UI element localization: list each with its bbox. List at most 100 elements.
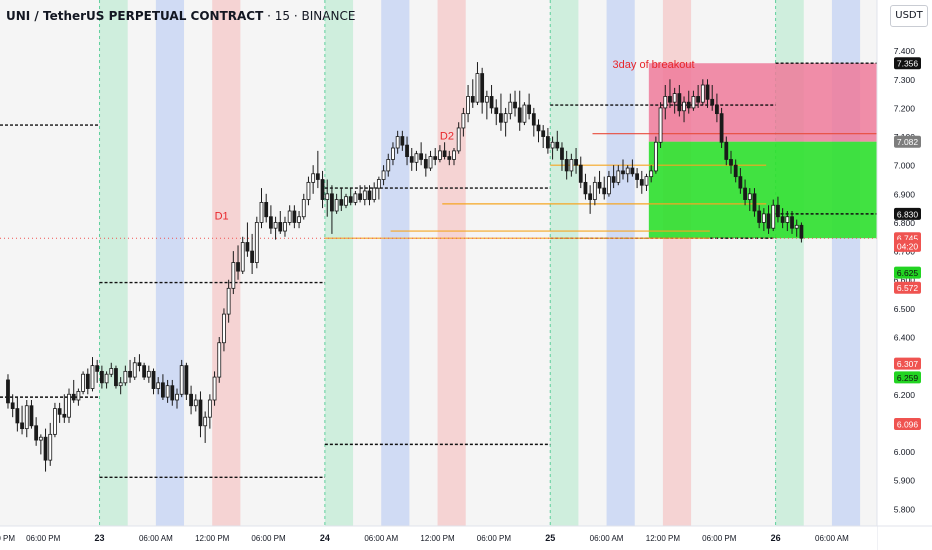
candle-body [372,187,377,200]
price-badge [894,57,921,70]
price-badge [894,357,921,370]
candle-body [423,159,428,169]
price-tick-label: 7.200 [894,103,916,113]
candle-body [663,96,668,109]
candle-body [527,104,532,115]
candle-body [743,187,747,200]
time-tick-label: 06:00 PM [26,534,61,543]
range-levels [0,62,877,479]
candle-body [34,425,39,441]
chart-annotation: D2 [440,130,454,142]
chart-annotation: 3day of breakout [613,59,695,71]
candles [6,62,804,472]
candle-body [470,96,475,103]
candle-body [447,156,452,160]
candle-body [123,370,128,384]
candle-body [494,107,499,115]
price-badge [894,266,921,279]
candle-body [630,167,635,175]
candle-body [611,176,616,183]
candle-body [489,96,494,109]
candle-body [109,368,114,375]
time-axis: 0 PM 06:00 PM 23 06:00 AM 12:00 PM 06:00 PM 24… [0,525,932,550]
candle-body [118,382,123,387]
green-session-band [99,0,128,526]
green-session-band [550,0,579,526]
candle-body [569,159,574,172]
red-session-band [212,0,241,526]
green-zone [648,141,877,239]
candle-body [522,104,527,123]
candle-body [761,213,766,223]
candle-body [283,222,287,232]
candle-body [696,96,701,103]
price-badge-label: 6.259 [897,373,919,383]
candle-body [203,416,208,427]
price-badge-label: 6.096 [897,420,919,430]
candle-body [315,173,320,180]
candle-body [306,181,311,200]
candle-body [658,107,663,143]
candle-body [771,204,776,229]
candle-body [790,216,794,229]
green-session-band [324,0,354,526]
time-tick-label: 06:00 PM [251,534,286,543]
price-tick-label: 6.500 [894,304,916,314]
candle-body [503,113,508,123]
candle-body [114,368,118,387]
candle-body [588,193,593,200]
candle-body [250,250,255,263]
candle-body [254,222,259,263]
blue-session-band [155,0,185,526]
candle-body [81,373,85,392]
candle-body [85,373,90,389]
candle-body [358,193,362,200]
session-bands [99,0,917,526]
candle-body [752,193,757,212]
currency-button[interactable]: USDT [890,5,928,27]
candle-body [738,176,743,189]
price-badge-label: 6.745 [897,234,919,244]
candle-body [442,150,447,157]
time-tick-label: 06:00 AM [590,534,624,543]
red-session-band [437,0,466,526]
candle-body [747,193,752,200]
candle-body [776,204,780,218]
candle-body [616,170,621,183]
candle-body [193,399,198,407]
candle-body [57,408,62,415]
candle-body [766,213,771,229]
candle-body [245,242,250,252]
time-tick-label: 12:00 PM [420,534,455,543]
candle-body [99,370,104,384]
candle-body [597,181,602,189]
candle-body [700,84,705,103]
candle-body [198,399,203,427]
time-tick-label: 24 [320,533,330,543]
candle-body [400,136,405,146]
candle-body [381,170,386,180]
candle-body [677,93,682,112]
time-tick-label: 12:00 PM [195,534,230,543]
price-badge-label: 7.082 [897,137,919,147]
candle-body [724,141,729,160]
time-tick-label: 12:00 PM [646,534,681,543]
candle-body [710,98,715,106]
candle-body [207,399,212,418]
candle-body [48,433,53,461]
price-tick-label: 6.400 [894,333,916,343]
exchange-label: BINANCE [301,9,356,23]
candle-body [325,193,330,200]
candle-body [639,179,644,186]
candle-body [132,362,137,378]
candle-body [433,156,438,160]
chart-title: UNI / TetherUS PERPETUAL CONTRACT · 15 ·… [6,9,355,23]
candle-body [10,402,15,409]
candle-body [6,379,10,404]
candle-body [330,193,334,212]
candle-body [583,181,588,195]
candle-body [170,385,175,401]
candle-body [259,202,264,223]
